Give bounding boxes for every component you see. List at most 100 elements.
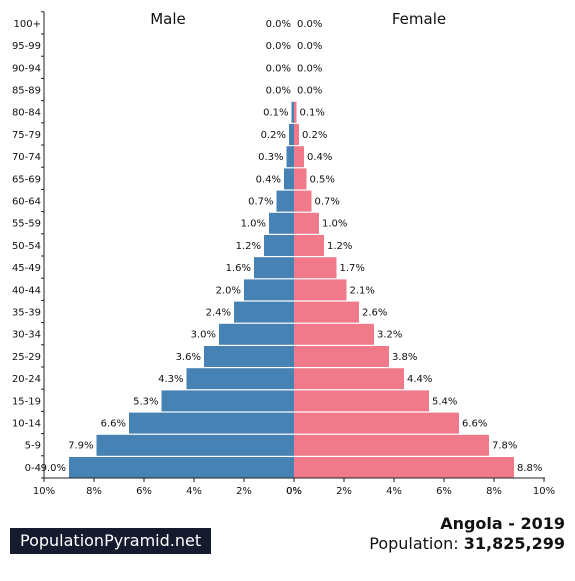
value-label-male: 0.4% (256, 174, 281, 185)
value-label-female: 0.5% (310, 174, 335, 185)
age-group-label: 80-84 (12, 108, 41, 119)
bar-female (294, 146, 304, 168)
bar-female (294, 412, 459, 434)
bar-female (294, 457, 514, 478)
x-tick-label-right: 6% (436, 486, 452, 497)
age-group-label: 95-99 (12, 41, 41, 52)
x-tick-label-right: 2% (336, 486, 352, 497)
x-tick-label-right: 4% (386, 486, 402, 497)
value-label-male: 0.2% (261, 130, 286, 141)
bar-male (291, 101, 294, 123)
country-year-title: Angola - 2019 (440, 514, 565, 533)
population-value: 31,825,299 (463, 534, 565, 553)
value-label-female: 1.7% (340, 263, 365, 274)
value-label-male: 0.0% (266, 19, 291, 30)
age-group-label: 60-64 (12, 197, 41, 208)
x-tick-label-left: 2% (236, 486, 252, 497)
value-label-male: 0.0% (266, 63, 291, 74)
bar-female (294, 257, 337, 279)
bar-female (294, 168, 307, 190)
value-label-female: 3.2% (377, 330, 402, 341)
value-label-female: 2.1% (350, 285, 375, 296)
bar-male (289, 124, 294, 145)
bar-male (286, 146, 294, 168)
age-group-label: 5-9 (25, 441, 41, 452)
age-group-label: 75-79 (12, 130, 41, 141)
value-label-female: 8.8% (517, 463, 542, 474)
age-group-label: 100+ (14, 19, 41, 30)
value-label-female: 0.0% (297, 63, 322, 74)
value-label-male: 1.6% (226, 263, 251, 274)
age-group-label: 45-49 (12, 263, 41, 274)
age-group-label: 40-44 (12, 285, 41, 296)
age-group-label: 15-19 (12, 396, 41, 407)
age-group-label: 65-69 (12, 174, 41, 185)
population-label: Population: (369, 534, 459, 553)
value-label-male: 3.6% (176, 352, 201, 363)
age-group-label: 25-29 (12, 352, 41, 363)
age-group-labels: 0-4 5-9 10-14 15-19 20-24 25-29 30-34 35-39 40-4… (12, 19, 41, 474)
value-label-male: 4.3% (158, 374, 183, 385)
bars-layer (69, 101, 514, 478)
age-group-label: 55-59 (12, 219, 41, 230)
value-label-female: 6.6% (462, 419, 487, 430)
value-label-male: 7.9% (68, 441, 93, 452)
male-title: Male (150, 10, 186, 28)
bar-male (69, 457, 294, 478)
age-group-label: 85-89 (12, 86, 41, 97)
bar-male (264, 235, 294, 256)
female-title: Female (392, 10, 446, 28)
age-group-label: 0-4 (25, 463, 41, 474)
bar-male (284, 168, 294, 190)
bar-female (294, 368, 404, 390)
bar-male (204, 346, 294, 367)
value-label-male: 3.0% (191, 330, 216, 341)
value-label-female: 4.4% (407, 374, 432, 385)
x-tick-label-left: 0% (286, 486, 302, 497)
bar-male (254, 257, 294, 279)
bar-female (294, 279, 347, 301)
x-tick-label-right: 10% (533, 486, 555, 497)
value-label-male: 1.2% (236, 241, 261, 252)
value-label-female: 1.2% (327, 241, 352, 252)
bar-female (294, 390, 429, 412)
value-label-male: 2.4% (206, 308, 231, 319)
bar-male (161, 390, 294, 412)
value-label-male: 0.0% (266, 86, 291, 97)
value-label-female: 0.0% (297, 41, 322, 52)
age-group-label: 50-54 (12, 241, 41, 252)
x-tick-label-left: 8% (86, 486, 102, 497)
bar-male (276, 190, 294, 212)
age-group-label: 90-94 (12, 63, 41, 74)
bar-female (294, 323, 374, 345)
age-group-label: 70-74 (12, 152, 41, 163)
value-label-female: 0.1% (300, 108, 325, 119)
value-label-female: 3.8% (392, 352, 417, 363)
value-label-male: 2.0% (216, 285, 241, 296)
x-tick-label-left: 10% (33, 486, 55, 497)
bar-male (186, 368, 294, 390)
bar-female (294, 212, 319, 234)
axes: 10% 8% 6% 4% 2% 0%0% 2% 4% 6% 8% 10% (33, 11, 555, 497)
value-label-female: 0.4% (307, 152, 332, 163)
value-label-female: 0.0% (297, 19, 322, 30)
x-tick-label-right: 0% (286, 486, 302, 497)
value-label-male: 5.3% (133, 396, 158, 407)
bar-male (234, 301, 294, 323)
value-labels: 9.0% 8.8% 7.9% 7.8% 6.6% 6.6% 5.3% 5.4% 4.3% 4.4%… (41, 19, 543, 474)
brand-logo[interactable]: PopulationPyramid.net (10, 528, 212, 554)
bar-female (294, 190, 312, 212)
x-tick-label-left: 4% (186, 486, 202, 497)
value-label-female: 0.0% (297, 86, 322, 97)
bar-female (294, 434, 489, 456)
value-label-male: 0.3% (258, 152, 283, 163)
bar-female (294, 101, 297, 123)
x-tick-label-right: 8% (486, 486, 502, 497)
bar-female (294, 124, 299, 145)
value-label-male: 0.7% (248, 197, 273, 208)
bar-male (244, 279, 294, 301)
bar-male (219, 323, 294, 345)
population-line: Population: 31,825,299 (369, 534, 565, 553)
age-group-label: 10-14 (12, 419, 41, 430)
